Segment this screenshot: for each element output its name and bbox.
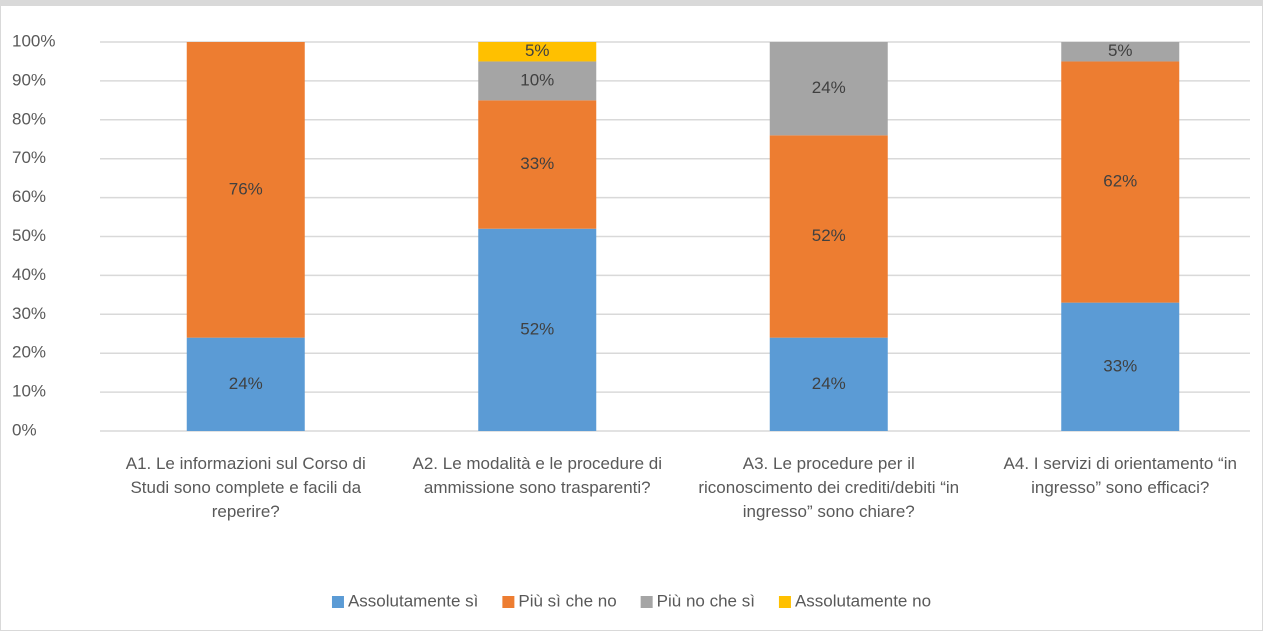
legend-item: Assolutamente no xyxy=(778,591,931,610)
y-tick-label: 90% xyxy=(12,70,46,89)
legend-label: Più sì che no xyxy=(518,591,616,610)
bar-segment xyxy=(186,337,305,431)
bar-segment xyxy=(478,228,597,431)
y-tick-label: 60% xyxy=(12,187,46,206)
legend-swatch xyxy=(778,596,791,608)
bar-segment xyxy=(769,135,888,338)
y-tick-label: 20% xyxy=(12,343,46,362)
legend-label: Più no che sì xyxy=(657,591,755,610)
y-tick-label: 30% xyxy=(12,304,46,323)
bar-segment xyxy=(1061,302,1180,431)
bar-segment xyxy=(1061,42,1180,62)
legend-label: Assolutamente sì xyxy=(348,591,478,610)
y-tick-label: 0% xyxy=(12,420,37,439)
legend-swatch xyxy=(640,596,653,608)
y-tick-label: 40% xyxy=(12,265,46,284)
bar-segment xyxy=(478,100,597,229)
legend-swatch xyxy=(502,596,515,608)
legend-item: Più no che sì xyxy=(640,591,755,610)
data-label: 52% xyxy=(812,226,846,245)
y-tick-label: 80% xyxy=(12,109,46,128)
data-label: 5% xyxy=(1108,41,1133,60)
legend-item: Assolutamente sì xyxy=(331,591,478,610)
data-label: 24% xyxy=(812,374,846,393)
data-label: 76% xyxy=(229,179,263,198)
data-label: 24% xyxy=(812,78,846,97)
bar-segment xyxy=(478,42,597,62)
bar-segment xyxy=(186,42,305,338)
top-band xyxy=(0,0,1263,6)
y-tick-label: 10% xyxy=(12,382,46,401)
data-label: 33% xyxy=(520,154,554,173)
data-label: 52% xyxy=(520,319,554,338)
data-label: 10% xyxy=(520,70,554,89)
legend-label: Assolutamente no xyxy=(795,591,931,610)
bar-segment xyxy=(769,42,888,136)
data-label: 5% xyxy=(525,41,550,60)
bar-segment xyxy=(769,337,888,431)
x-tick-label: A4. I servizi di orientamento “in ingres… xyxy=(1003,454,1237,497)
data-label: 62% xyxy=(1103,172,1137,191)
data-label: 33% xyxy=(1103,356,1137,375)
y-tick-label: 100% xyxy=(12,31,55,50)
data-label: 24% xyxy=(229,374,263,393)
x-tick-label: A2. Le modalità e le procedure di ammiss… xyxy=(412,454,663,497)
legend-item: Più sì che no xyxy=(502,591,617,610)
bar-segment xyxy=(1061,61,1180,303)
y-tick-label: 50% xyxy=(12,226,46,245)
x-tick-label: A3. Le procedure per il riconoscimento d… xyxy=(698,454,960,521)
y-tick-label: 70% xyxy=(12,148,46,167)
x-tick-label: A1. Le informazioni sul Corso di Studi s… xyxy=(125,454,366,521)
legend-swatch xyxy=(331,596,344,608)
bar-segment xyxy=(478,61,597,101)
